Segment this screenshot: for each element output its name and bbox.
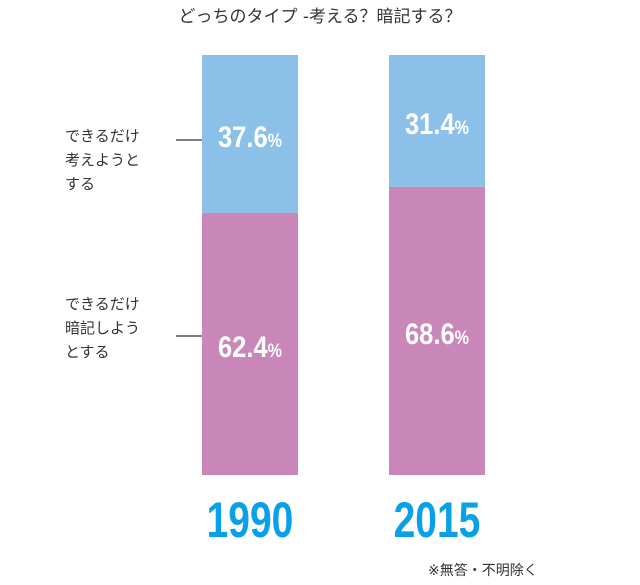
bar-segment: [389, 186, 485, 475]
x-tick-label: 2015: [394, 491, 481, 548]
footnote: ※無答・不明除く: [428, 563, 538, 579]
bar-segment: [389, 55, 485, 187]
x-tick-label: 1990: [207, 491, 294, 548]
bar-segment: [202, 55, 298, 213]
legend-memorize: できるだけ 暗記しよう とする: [65, 295, 141, 361]
bar-segment: [202, 212, 298, 476]
legend-think: できるだけ 考えようと する: [65, 127, 141, 193]
chart-title: どっちのタイプ -考える？暗記する？: [178, 7, 462, 27]
